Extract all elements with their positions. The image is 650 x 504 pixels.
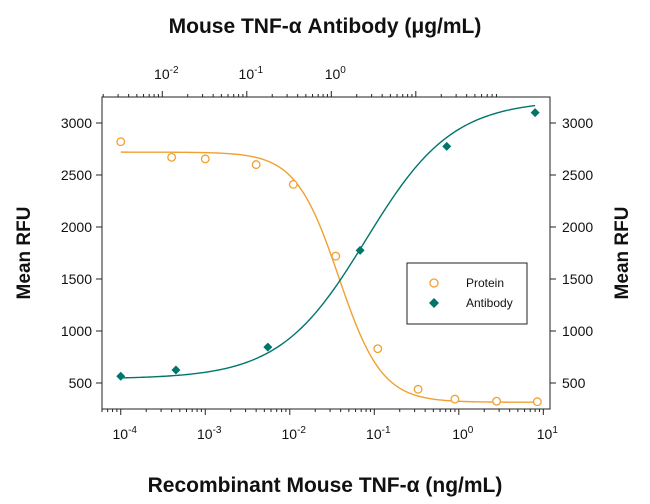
- y-left-tick-label: 3000: [61, 115, 92, 131]
- x-tick-label: 10-1: [366, 425, 391, 442]
- y-right-tick-label: 1000: [562, 323, 593, 339]
- antibody-data-point: [116, 371, 126, 381]
- top-tick-label: 100: [325, 65, 347, 82]
- legend-protein-label: Protein: [466, 276, 504, 290]
- y-right-tick-label: 1500: [562, 271, 593, 287]
- y-left-tick-label: 500: [69, 375, 93, 391]
- legend-protein-marker: [429, 278, 439, 288]
- protein-data-point: [167, 152, 177, 162]
- antibody-data-point: [442, 141, 452, 151]
- y-right-tick-label: 500: [562, 375, 586, 391]
- antibody-data-point: [355, 245, 365, 255]
- antibody-data-point: [171, 365, 181, 375]
- antibody-data-point: [263, 342, 273, 352]
- plot-frame: [101, 96, 551, 410]
- chart-title: Mouse TNF-α Antibody (μg/mL): [169, 15, 482, 38]
- data-points: [116, 108, 542, 407]
- x-tick-label: 10-4: [113, 425, 138, 442]
- legend-box: [406, 262, 528, 325]
- y-axis-label-left: Mean RFU: [14, 207, 35, 300]
- antibody-data-point: [530, 108, 540, 118]
- protein-data-point: [116, 137, 126, 147]
- protein-data-point: [200, 154, 210, 164]
- y-right-tick-label: 3000: [562, 115, 593, 131]
- axis-ticks: 10-4 10-3 10-2 10-1 100 101 10-2 10-1 100 500 500 1…: [61, 65, 594, 442]
- protein-data-point: [288, 179, 298, 189]
- protein-data-point: [450, 394, 460, 404]
- x-axis-label: Recombinant Mouse TNF-α (ng/mL): [148, 474, 503, 497]
- protein-data-point: [532, 397, 542, 407]
- legend-antibody-marker: [429, 298, 439, 308]
- y-left-tick-label: 1000: [61, 323, 92, 339]
- protein-data-point: [492, 396, 502, 406]
- y-left-tick-label: 1500: [61, 271, 92, 287]
- x-tick-label: 10-3: [197, 425, 222, 442]
- protein-data-point: [413, 384, 423, 394]
- x-tick-label: 100: [452, 425, 474, 442]
- y-left-tick-label: 2500: [61, 167, 92, 183]
- x-tick-label: 101: [537, 425, 559, 442]
- antibody-fit-curve: [120, 104, 536, 379]
- x-tick-label: 10-2: [282, 425, 307, 442]
- legend: Protein Antibody: [406, 262, 528, 325]
- y-left-tick-label: 2000: [61, 219, 92, 235]
- protein-data-point: [251, 160, 261, 170]
- top-tick-label: 10-1: [239, 65, 264, 82]
- legend-antibody-label: Antibody: [466, 296, 513, 310]
- y-right-tick-label: 2000: [562, 219, 593, 235]
- top-tick-label: 10-2: [154, 65, 179, 82]
- protein-data-point: [373, 344, 383, 354]
- protein-fit-curve: [120, 151, 538, 403]
- y-right-tick-label: 2500: [562, 167, 593, 183]
- y-axis-label-right: Mean RFU: [612, 207, 633, 300]
- protein-data-point: [331, 251, 341, 261]
- fit-curves: [120, 104, 538, 403]
